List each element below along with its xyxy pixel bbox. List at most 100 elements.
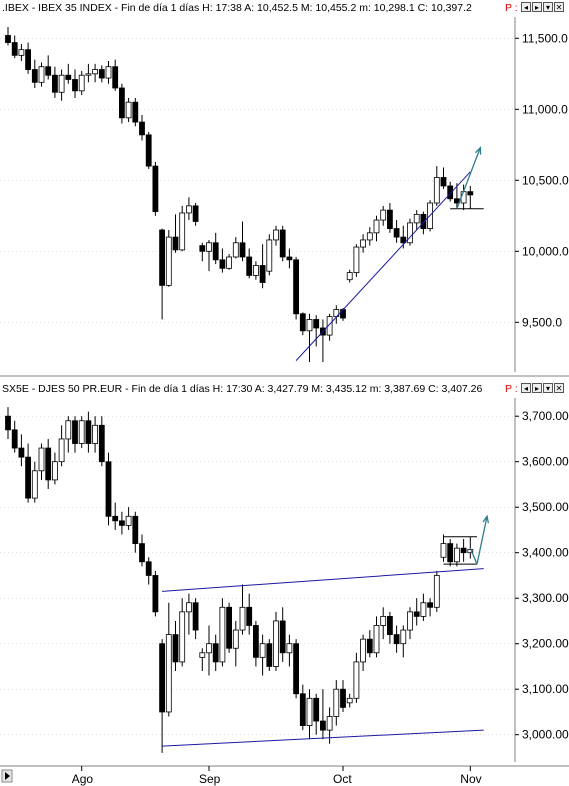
sx5e-ytick-label: 3,700.00: [522, 409, 569, 423]
ibex-candle-body: [159, 229, 166, 286]
sx5e-candle-body: [219, 606, 226, 663]
sx5e-candle-body: [400, 629, 407, 645]
top-panel-close-button[interactable]: ✕: [554, 2, 564, 12]
sx5e-candle-body: [252, 625, 259, 658]
sx5e-candle-body: [366, 638, 373, 654]
sx5e-candle-body: [413, 611, 420, 617]
ibex-candle-body: [179, 212, 186, 251]
ibex-projection-arrow-head: [475, 146, 482, 155]
sx5e-candle-body: [313, 697, 320, 722]
sx5e-candle-body: [11, 429, 18, 449]
ibex-candle-body: [232, 242, 239, 258]
ibex-candle-body: [346, 272, 353, 281]
time-axis: Ago Sep Oct Nov: [0, 765, 569, 786]
ibex-candle-body: [132, 101, 139, 123]
bottom-panel-prev-button[interactable]: ◂: [521, 383, 531, 393]
sx5e-candle-body: [38, 447, 45, 472]
ibex-candle-body: [246, 256, 253, 276]
sx5e-candle-body: [427, 602, 434, 608]
ibex-candle-body: [440, 177, 447, 187]
ibex-candle-body: [45, 66, 52, 76]
sx5e-candle-body: [145, 561, 152, 576]
sx5e-candle-body: [31, 470, 38, 499]
ibex-candle-body: [31, 69, 38, 83]
ibex-candle-body: [72, 79, 78, 92]
sx5e-candle-body: [52, 461, 58, 481]
sx5e-candle-body: [65, 420, 72, 440]
sx5e-candle-body: [299, 693, 306, 727]
sx5e-candle-body: [306, 697, 313, 726]
ibex-candle-body: [52, 74, 58, 93]
sx5e-candle-body: [433, 575, 440, 608]
time-label-sep: Sep: [199, 772, 221, 786]
sx5e-ytick-label: 3,500.00: [522, 500, 569, 514]
sx5e-ytick-label: 3,400.00: [522, 546, 569, 560]
sx5e-candle-body: [333, 688, 340, 717]
sx5e-candle-body: [440, 543, 447, 558]
ibex-candle-body: [38, 66, 45, 83]
ibex-projection-arrow: [456, 147, 481, 209]
sx5e-candle-body: [199, 652, 206, 658]
ibex-candle-body: [366, 232, 373, 241]
ibex-candle-body: [119, 87, 125, 119]
ibex-candle-body: [18, 49, 25, 56]
bottom-panel-close-button[interactable]: ✕: [554, 383, 564, 393]
sx5e-candle-body: [326, 716, 333, 731]
sx5e-candle-body: [5, 415, 11, 431]
sx5e-candle-body: [346, 697, 353, 704]
ibex-candle-body: [299, 313, 306, 332]
ibex-candle-body: [219, 259, 226, 269]
sx5e-candle-body: [18, 447, 25, 458]
ibex-candle-body: [92, 69, 98, 75]
top-panel-menu-button[interactable]: ▾: [543, 2, 553, 12]
sx5e-candle-body: [25, 456, 32, 499]
bottom-panel-header: SX5E - DJES 50 PR.EUR - Fin de día 1 día…: [0, 381, 569, 397]
sx5e-projection-arrow: [476, 516, 488, 565]
sx5e-candle-body: [286, 643, 293, 654]
ibex-candle-body: [65, 74, 72, 80]
sx5e-candle-body: [259, 643, 266, 658]
top-panel-header: .IBEX - IBEX 35 INDEX - Fin de día 1 día…: [0, 0, 569, 16]
sx5e-candle-body: [45, 447, 52, 481]
ibex-candle-body: [139, 121, 145, 136]
ibex-candle-body: [185, 205, 192, 214]
top-panel-prev-button[interactable]: ◂: [521, 2, 531, 12]
ibex-candle-body: [226, 256, 233, 269]
bottom-panel-menu-button[interactable]: ▾: [543, 383, 553, 393]
sx5e-candle-body: [460, 547, 467, 554]
sx5e-candle-body: [98, 424, 105, 463]
ibex-candle-body: [380, 209, 387, 221]
sx5e-candle-body: [212, 643, 219, 663]
ibex-chart[interactable]: 9,500.0 10,000.0 10,500.0 11,000.0 11,500.0: [0, 17, 569, 377]
ibex-candle-body: [279, 229, 286, 258]
ibex-candle-body: [199, 245, 206, 252]
sx5e-candle-body: [279, 620, 286, 654]
sx5e-candle-body: [380, 616, 387, 626]
ibex-candle-body: [145, 134, 152, 167]
sx5e-candle-body: [239, 606, 246, 631]
ibex-candle-body: [313, 319, 320, 329]
ibex-candle-body: [98, 69, 105, 79]
sx5e-candle-body: [447, 543, 454, 563]
sx5e-candle-body: [185, 602, 192, 613]
ibex-candle-body: [393, 228, 400, 238]
ibex-candle-body: [192, 205, 199, 222]
ibex-candle-body: [306, 319, 313, 332]
time-label-nov: Nov: [460, 772, 481, 786]
sx5e-candle-body: [360, 638, 367, 663]
bottom-panel-next-button[interactable]: ▸: [532, 383, 542, 393]
ibex-candle-body: [5, 35, 11, 43]
sx5e-ytick-label: 3,000.00: [522, 728, 569, 742]
sx5e-candle-body: [266, 643, 273, 667]
sx5e-ytick-label: 3,600.00: [522, 455, 569, 469]
ibex-candle-body: [360, 239, 367, 248]
sx5e-candle-body: [273, 620, 279, 667]
ibex-candle-body: [252, 265, 259, 276]
sx5e-chart[interactable]: 3,000.00 3,100.00 3,200.00 3,300.00 3,400.00…: [0, 398, 569, 767]
ibex-candle-body: [447, 185, 454, 200]
ibex-candle-body: [326, 316, 333, 336]
sx5e-upper-channel: [162, 568, 484, 592]
sx5e-candle-body: [319, 720, 326, 731]
top-panel-next-button[interactable]: ▸: [532, 2, 542, 12]
